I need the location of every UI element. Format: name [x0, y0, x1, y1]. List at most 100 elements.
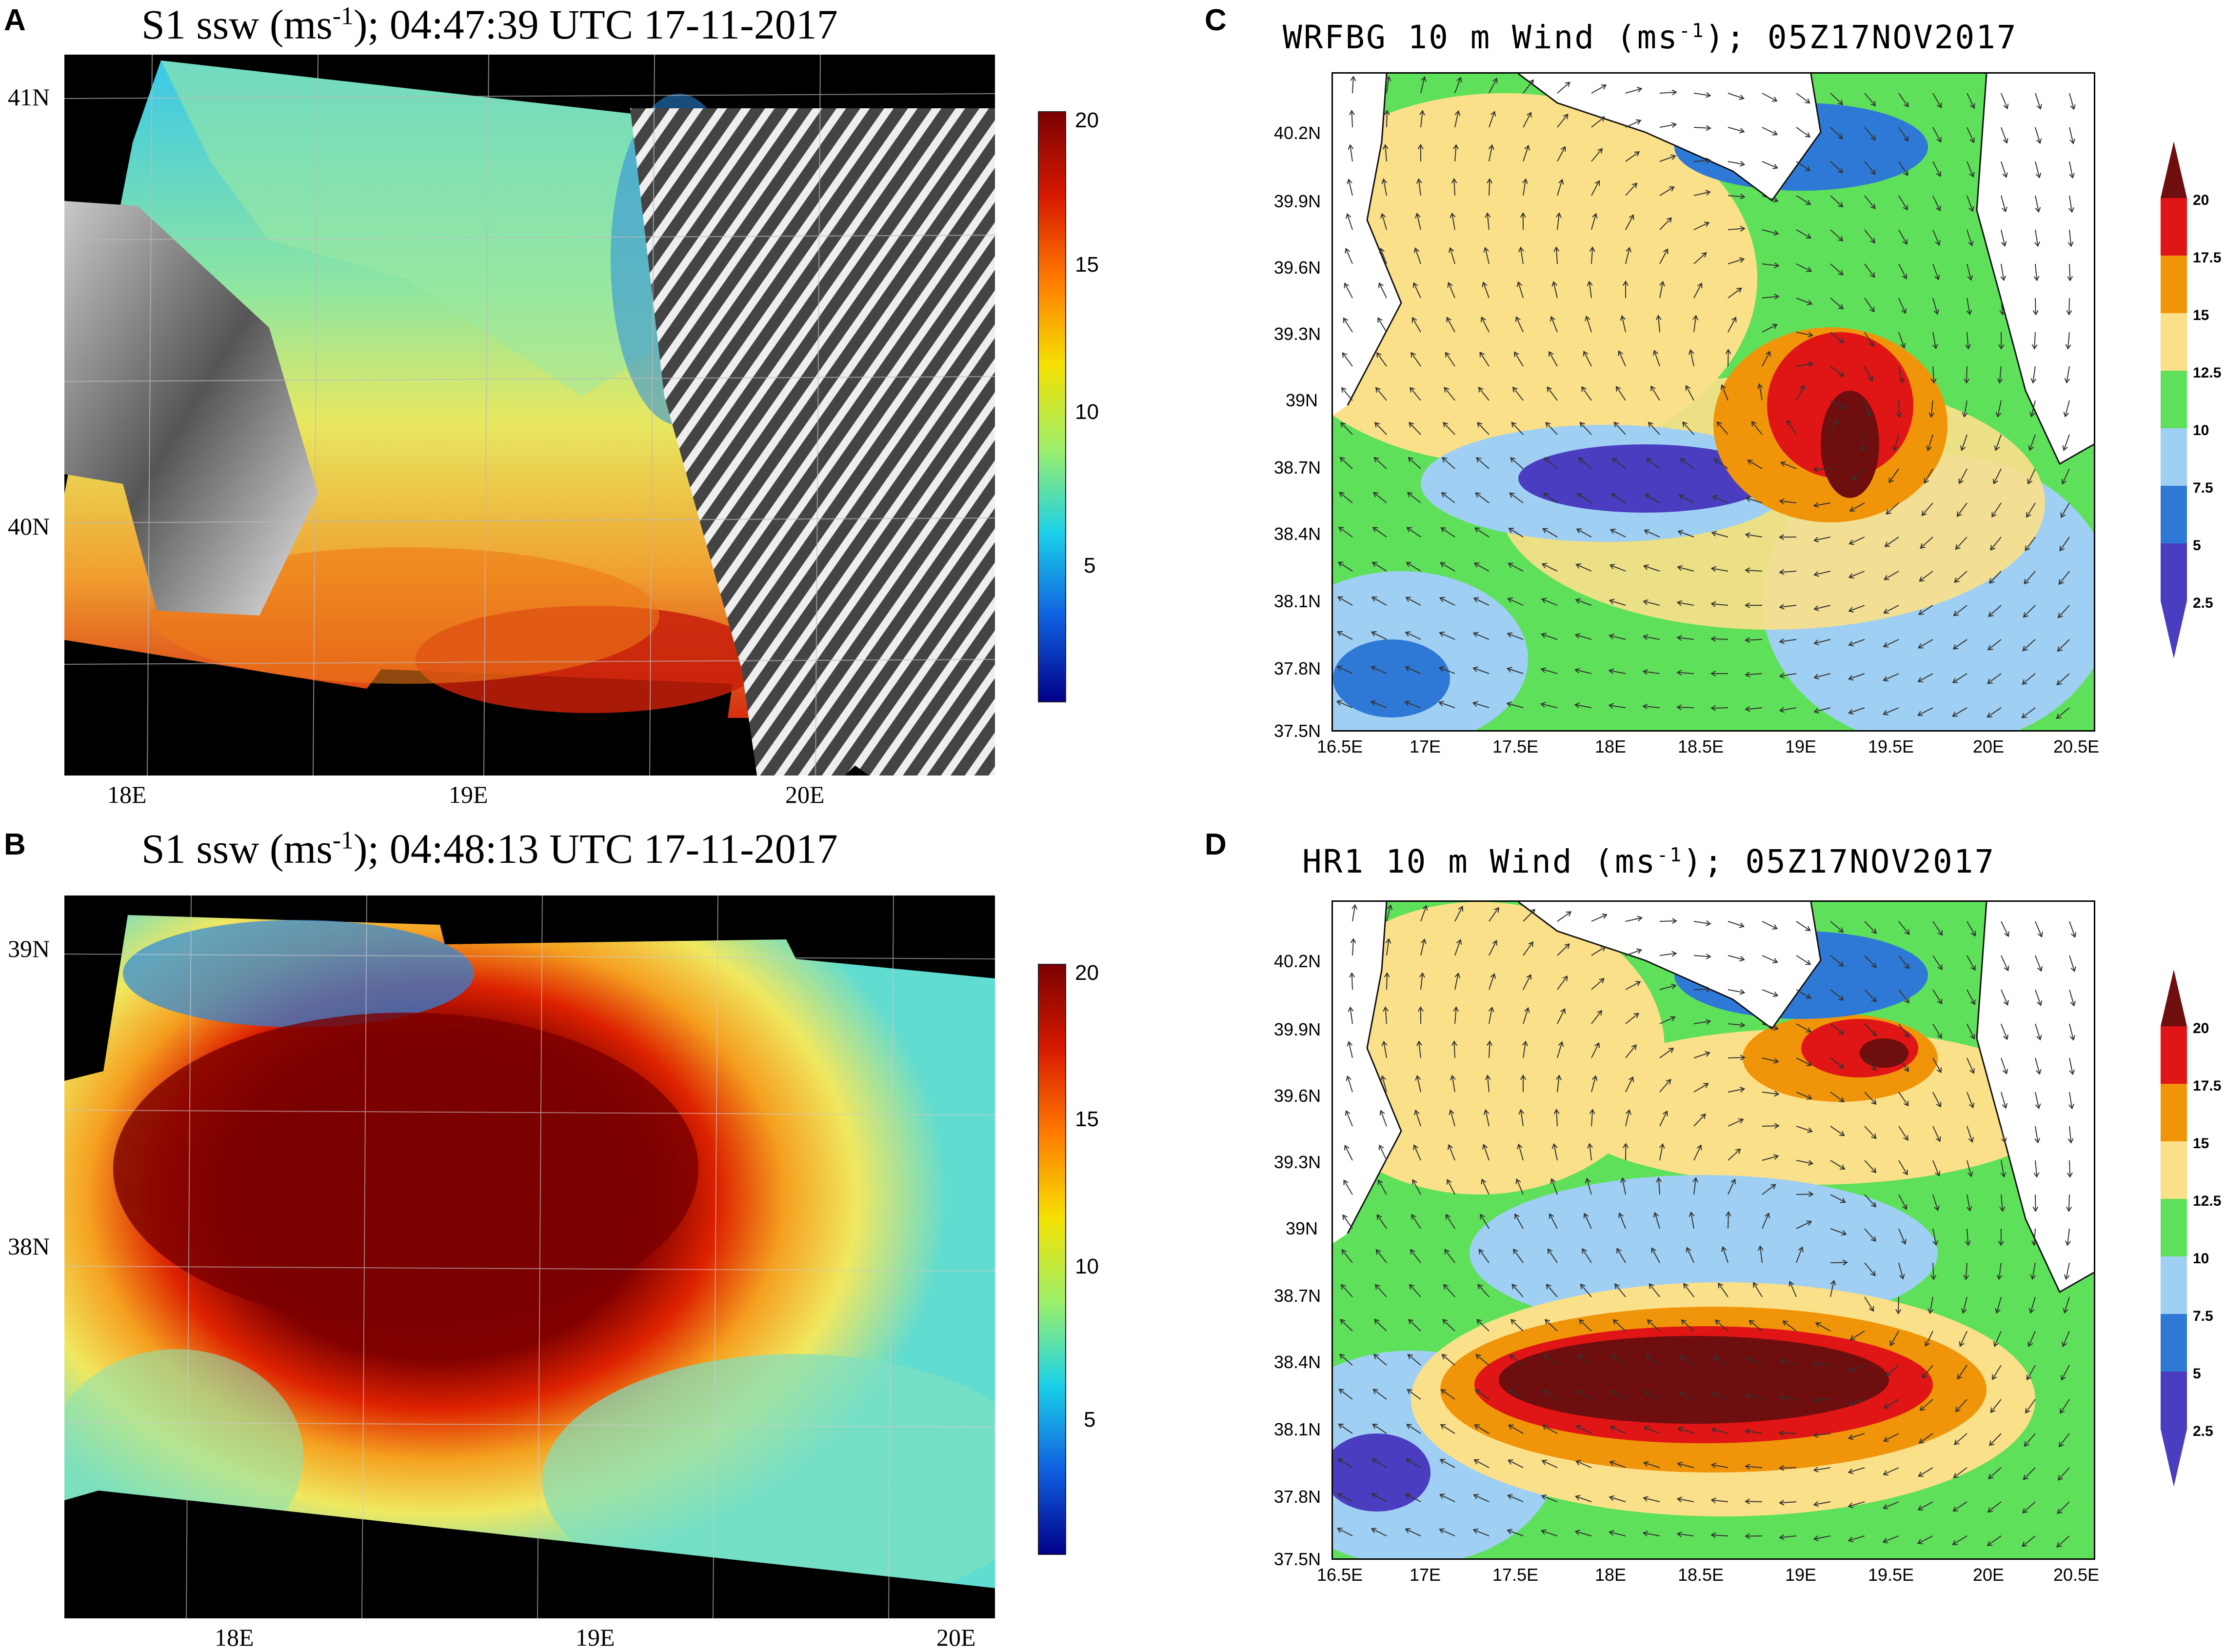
- wind-arrow-head: [1642, 669, 1648, 675]
- lon-label: 18E: [1595, 736, 1627, 756]
- wind-arrow-head: [1526, 974, 1532, 980]
- wind-arrow-head: [1848, 539, 1855, 545]
- wind-arrow: [1348, 1041, 1353, 1058]
- wind-arrow-head: [2063, 412, 2069, 418]
- wind-arrow-head: [1475, 1354, 1481, 1360]
- wind-arrow: [1762, 93, 1777, 101]
- wind-arrow-head: [1870, 1271, 1876, 1276]
- wind-arrow-head: [1969, 1068, 1975, 1074]
- wind-arrow: [1541, 1495, 1558, 1502]
- lon-label: 18E: [1595, 1565, 1627, 1585]
- lat-label: 37.5N: [1274, 1549, 1321, 1569]
- lon-label: 19E: [576, 1624, 615, 1651]
- wind-arrow: [1578, 1354, 1592, 1366]
- wind-arrow: [1780, 1359, 1797, 1366]
- wind-arrow: [1541, 634, 1558, 640]
- wind-arrow-head: [1806, 1027, 1812, 1033]
- wind-arrow-head: [1659, 280, 1665, 287]
- wind-arrow-head: [1772, 924, 1778, 930]
- wind-arrow-head: [1764, 1213, 1770, 1218]
- wind-arrow-head: [1952, 1506, 1958, 1512]
- wind-arrow: [1967, 263, 1972, 280]
- wind-arrow: [1407, 1389, 1421, 1400]
- wind-arrow: [1814, 605, 1831, 610]
- wind-arrow-head: [1919, 576, 1925, 582]
- lat-label: 39.6N: [1274, 258, 1321, 278]
- wind-arrow-head: [1412, 1179, 1417, 1185]
- wind-arrow: [1450, 1110, 1455, 1127]
- wind-arrow: [1830, 263, 1844, 276]
- wind-arrow: [1787, 420, 1797, 435]
- wind-arrow-head: [1798, 1246, 1804, 1253]
- wind-arrow-head: [1476, 457, 1482, 463]
- wind-arrow-head: [2062, 445, 2068, 451]
- wind-arrow-head: [1745, 1463, 1750, 1470]
- wind-arrow-head: [1678, 494, 1684, 500]
- wind-arrow-head: [1883, 1470, 1889, 1476]
- wind-arrow-head: [1407, 1389, 1412, 1394]
- wind-arrow-head: [1648, 421, 1653, 427]
- wind-arrow: [2059, 537, 2070, 551]
- wind-arrow-head: [1745, 532, 1751, 538]
- wind-arrow: [1762, 1023, 1778, 1030]
- wind-arrow-head: [1757, 383, 1763, 389]
- wind-arrow-head: [1903, 1170, 1908, 1175]
- wind-arrow-head: [1662, 1110, 1668, 1116]
- wind-arrow-head: [1608, 703, 1614, 709]
- wind-arrow: [1693, 921, 1710, 925]
- wind-arrow-head: [1487, 1040, 1493, 1046]
- wind-arrow: [1376, 1214, 1387, 1229]
- wind-arrow-head: [1686, 1247, 1691, 1253]
- wind-arrow: [1489, 111, 1495, 128]
- wind-arrow: [1443, 422, 1455, 435]
- wind-arrow-head: [1486, 178, 1493, 184]
- wind-arrow-head: [1806, 1220, 1812, 1226]
- wind-arrow: [1347, 214, 1353, 230]
- wind-arrow-head: [1782, 1320, 1788, 1326]
- wind-arrow: [1659, 1048, 1674, 1058]
- grid-lines: [64, 55, 995, 776]
- wind-arrow: [1864, 400, 1870, 417]
- wind-arrow: [1476, 457, 1490, 469]
- wind-arrow: [1783, 1320, 1797, 1332]
- wind-arrow: [1575, 634, 1592, 640]
- wind-arrow-head: [1348, 1006, 1354, 1012]
- lon-label: 18E: [215, 1624, 254, 1651]
- wind-arrow-head: [2071, 932, 2077, 938]
- wind-arrow-head: [2029, 412, 2035, 418]
- wind-arrow-head: [1601, 84, 1607, 90]
- wind-arrow: [1372, 562, 1387, 572]
- title-part: ); 05Z17NOV2017: [1683, 843, 1996, 880]
- wind-arrow: [1796, 229, 1811, 239]
- wind-arrow-head: [1645, 1355, 1651, 1361]
- wind-arrow-head: [1848, 709, 1854, 715]
- wind-arrow: [1643, 1532, 1660, 1536]
- wind-arrow-head: [2024, 1441, 2029, 1447]
- wind-arrow: [1650, 386, 1660, 401]
- wind-arrow: [1345, 248, 1353, 264]
- lat-label: 38.7N: [1274, 458, 1321, 478]
- wind-arrow-head: [1962, 412, 1968, 418]
- wind-arrow: [2057, 673, 2070, 685]
- wind-arrow-head: [1371, 597, 1377, 602]
- wind-arrow: [1489, 940, 1497, 956]
- wind-arrow: [2001, 298, 2004, 315]
- wind-arrow: [1489, 1007, 1493, 1024]
- wind-arrow-head: [1848, 1400, 1854, 1406]
- wind-arrow-head: [1415, 212, 1421, 219]
- wind-arrow: [1898, 1194, 1907, 1210]
- wind-arrow-head: [1409, 422, 1414, 428]
- wind-arrow: [1344, 283, 1353, 299]
- wind-arrow: [2025, 537, 2036, 551]
- wind-arrow-head: [1406, 562, 1412, 567]
- wind-arrow-head: [1443, 1284, 1449, 1290]
- lon-label: 19E: [1785, 1565, 1817, 1585]
- wind-arrow-head: [1739, 128, 1745, 134]
- wind-arrow-head: [2057, 613, 2063, 618]
- wind-arrow: [1745, 639, 1763, 641]
- wind-arrow: [1967, 1194, 1971, 1211]
- model-map-svg: [1333, 74, 2094, 730]
- wind-arrow-head: [1987, 645, 1993, 651]
- wind-arrow: [1371, 597, 1387, 606]
- wind-arrow-head: [1813, 537, 1819, 543]
